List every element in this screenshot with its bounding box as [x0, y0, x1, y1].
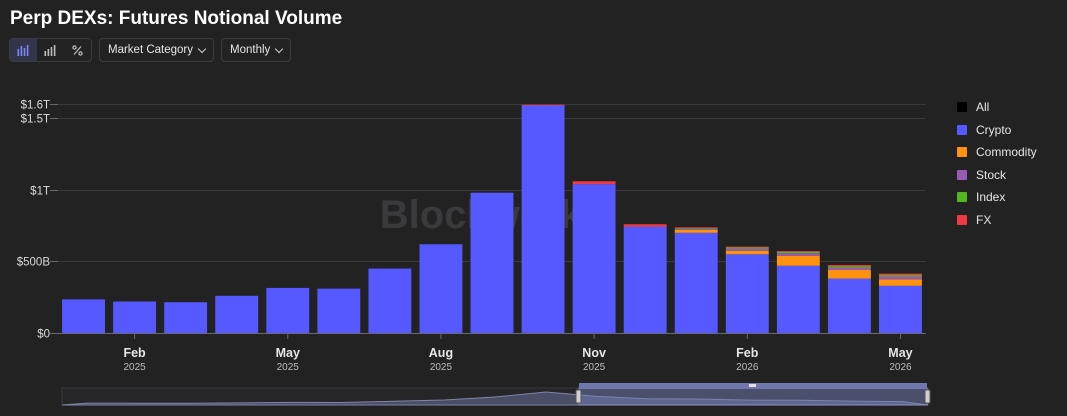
navigator-right-handle[interactable]: [924, 389, 931, 404]
legend-swatch: [957, 169, 967, 180]
bar-segment-crypto: [368, 268, 412, 333]
bars: [62, 104, 922, 334]
bar-segment-fx: [879, 273, 922, 276]
bar-segment-crypto: [164, 302, 208, 333]
bar-segment-stock: [623, 226, 667, 228]
navigator-series: [61, 391, 929, 406]
legend-item-crypto[interactable]: Crypto: [957, 119, 1037, 142]
bar-segment-crypto: [470, 192, 514, 333]
bar-segment-index: [776, 251, 820, 254]
bar-segment-fx: [674, 227, 718, 229]
market-category-dropdown[interactable]: Market Category: [99, 38, 215, 62]
x-tick-year: 2026: [889, 362, 912, 373]
bar-segment-crypto: [113, 301, 157, 333]
period-label: Monthly: [230, 44, 271, 56]
legend-swatch: [957, 147, 967, 158]
bar-segment-crypto: [419, 244, 463, 333]
bar-segment-index: [827, 266, 871, 268]
legend-swatch: [957, 192, 967, 203]
x-tick-month: Aug: [429, 346, 453, 360]
y-tick-label: $0: [37, 329, 50, 341]
bar-segment-crypto: [776, 265, 820, 333]
bar-segment-commodity: [725, 250, 769, 255]
bar-segment-index: [674, 228, 718, 229]
y-tick-label: $1T: [30, 186, 50, 198]
x-tick-year: 2025: [583, 362, 606, 373]
legend-label: Crypto: [976, 122, 1012, 137]
x-tick-month: Feb: [123, 346, 146, 360]
x-tick-month: May: [276, 346, 300, 360]
bar-segment-crypto: [674, 232, 718, 333]
bar-segment-commodity: [879, 279, 922, 286]
bar-segment-crypto: [62, 299, 105, 333]
range-navigator[interactable]: [61, 383, 931, 406]
bar-segment-index: [879, 275, 922, 277]
navigator-grip-icon[interactable]: [749, 384, 756, 387]
x-tick-month: Nov: [582, 346, 606, 360]
legend-label: Stock: [976, 167, 1007, 182]
view-toggle-group: [9, 38, 92, 62]
bar-segment-fx: [827, 265, 871, 267]
bar-segment-fx: [776, 250, 820, 252]
x-tick-month: Feb: [736, 346, 759, 360]
bar-segment-commodity: [827, 270, 871, 279]
bar-segment-fx: [623, 224, 667, 227]
bar-segment-crypto: [215, 295, 259, 333]
x-tick-year: 2025: [123, 362, 146, 373]
bar-segment-stock: [776, 253, 820, 256]
legend-label: All: [976, 100, 990, 115]
bar-segment-crypto: [623, 227, 667, 333]
bar-segment-stock: [674, 228, 718, 230]
bar-segment-fx: [725, 246, 769, 248]
legend: All Crypto Commodity Stock Index FX: [957, 96, 1037, 231]
x-tick-year: 2025: [430, 362, 453, 373]
bar-chart-icon[interactable]: [10, 39, 37, 61]
chart-toolbar: Market Category Monthly: [9, 38, 292, 62]
bar-segment-crypto: [879, 285, 922, 333]
bar-segment-fx: [572, 181, 616, 185]
x-tick-year: 2026: [736, 362, 759, 373]
bar-segment-crypto: [572, 184, 616, 333]
legend-swatch: [957, 214, 967, 225]
x-tick-year: 2025: [277, 362, 300, 373]
bar-segment-crypto: [725, 254, 769, 333]
y-tick-label: $1.5T: [21, 114, 50, 126]
bar-segment-crypto: [266, 287, 310, 333]
legend-item-index[interactable]: Index: [957, 186, 1037, 209]
x-tick-month: May: [888, 346, 912, 360]
legend-item-stock[interactable]: Stock: [957, 164, 1037, 187]
y-tick-label: $500B: [17, 257, 51, 269]
navigator-selection[interactable]: [578, 387, 928, 406]
period-dropdown[interactable]: Monthly: [221, 38, 292, 62]
market-category-label: Market Category: [108, 44, 194, 56]
bar-segment-stock: [879, 276, 922, 280]
bar-segment-commodity: [776, 255, 820, 266]
legend-item-fx[interactable]: FX: [957, 209, 1037, 232]
bar-segment-crypto: [827, 278, 871, 333]
legend-label: Index: [976, 190, 1006, 205]
y-axis: $0 $500B $1T $1.5T $1.6T: [17, 100, 58, 341]
bar-segment-crypto: [521, 105, 565, 334]
navigator-left-handle[interactable]: [575, 389, 582, 404]
percent-icon[interactable]: [64, 39, 91, 61]
legend-label: Commodity: [976, 145, 1037, 160]
bar-segment-index: [725, 247, 769, 249]
chart-title: Perp DEXs: Futures Notional Volume: [10, 8, 343, 29]
bar-segment-stock: [827, 267, 871, 271]
bar-segment-fx: [521, 104, 565, 106]
y-tick-label: $1.6T: [21, 100, 50, 112]
legend-item-commodity[interactable]: Commodity: [957, 141, 1037, 164]
legend-swatch: [957, 124, 967, 135]
legend-item-all[interactable]: All: [957, 96, 1037, 119]
bar-segment-crypto: [317, 288, 361, 333]
bar-segment-stock: [725, 248, 769, 251]
x-axis: Feb 2025 May 2025 Aug 2025 Nov 2025 Feb 2026 May 20…: [123, 333, 913, 373]
stacked-bar-icon[interactable]: [37, 39, 64, 61]
legend-label: FX: [976, 212, 992, 227]
legend-swatch: [957, 102, 967, 113]
bar-segment-commodity: [674, 229, 718, 233]
